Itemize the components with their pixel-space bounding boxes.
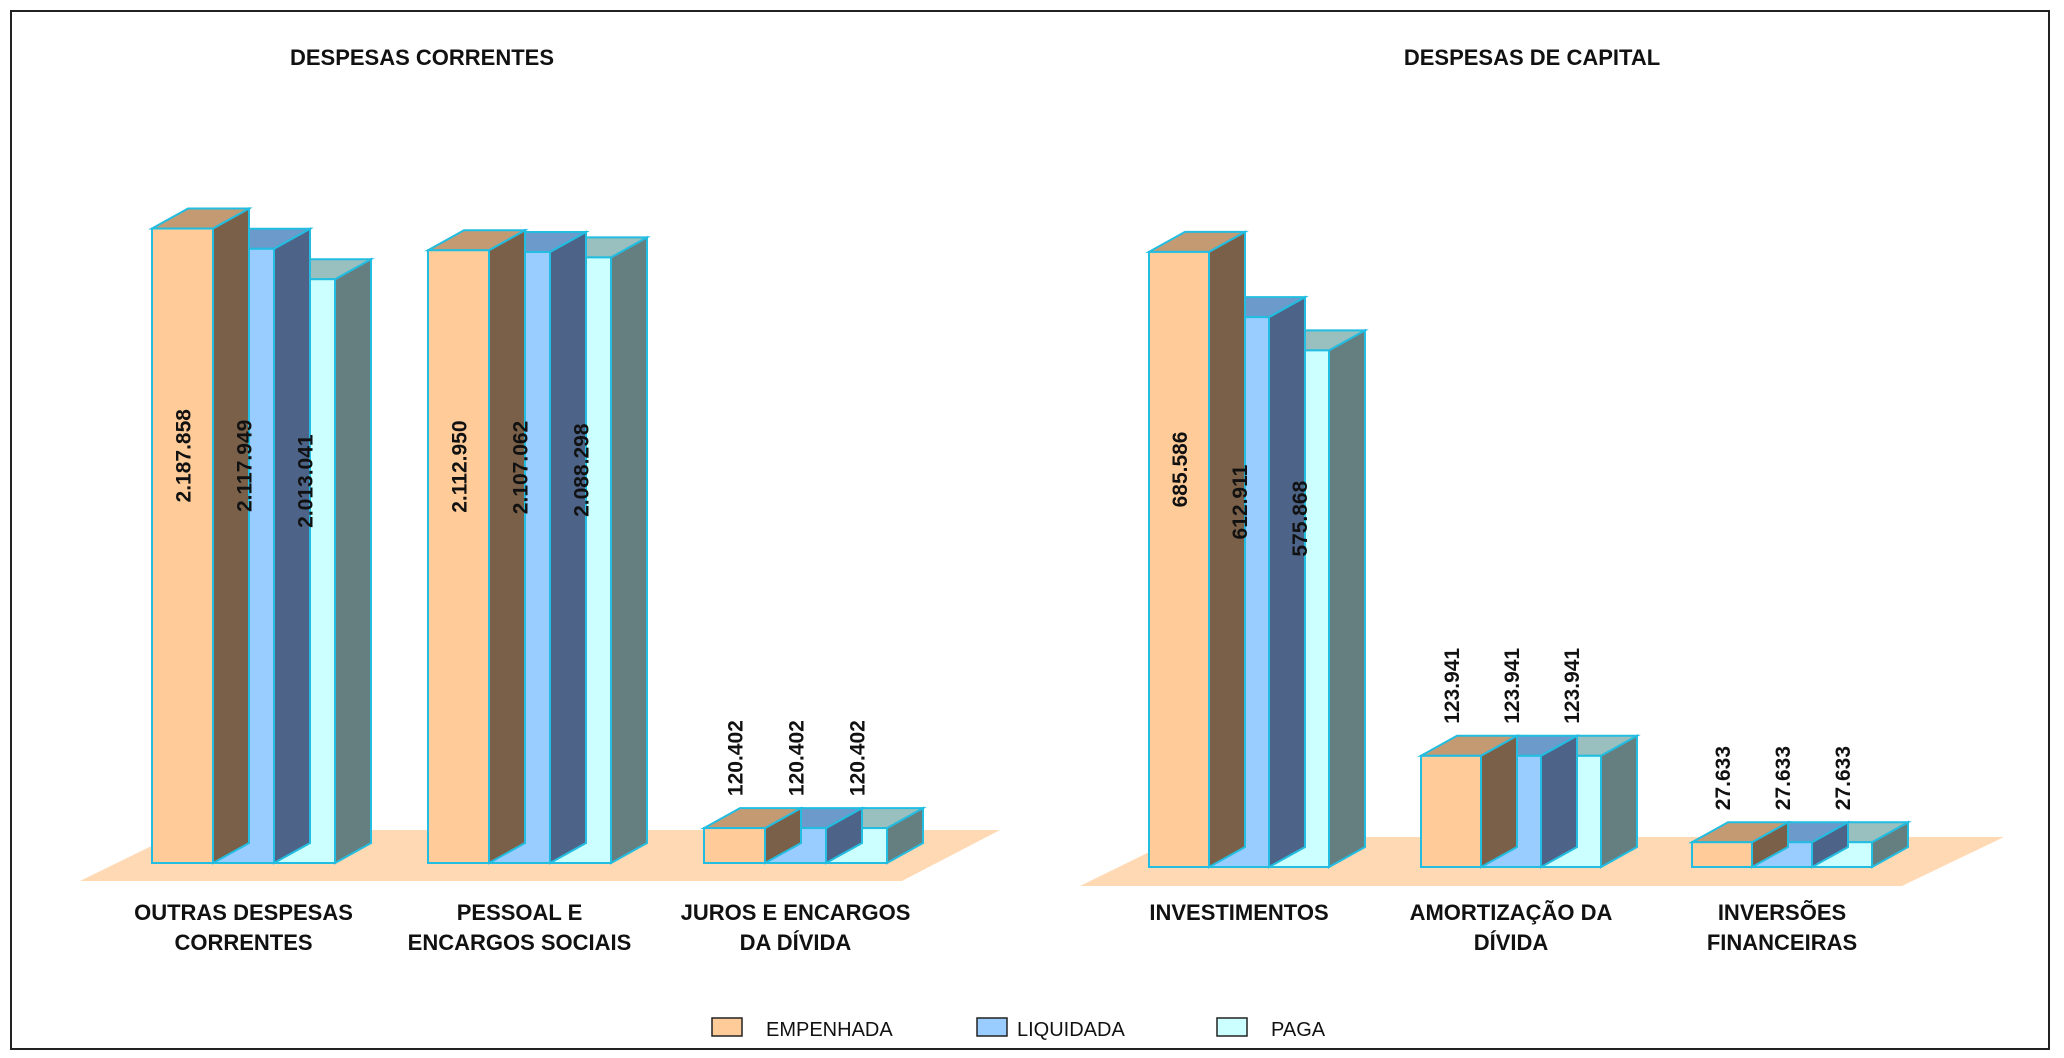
value-label-despesas-de-capital-investimentos-empenhada: 685.586 <box>1169 432 1192 508</box>
value-label-despesas-de-capital-inversoes-financeiras-empenhada: 27.633 <box>1712 746 1735 810</box>
bar-despesas-de-capital-inversoes-financeiras-empenhada <box>1688 820 1792 869</box>
bar-despesas-correntes-outras-despesas-correntes-liquidada-side <box>273 227 311 865</box>
value-label-despesas-correntes-outras-despesas-correntes-liquidada: 2.117.949 <box>234 420 257 512</box>
legend-swatch-liquidada <box>976 1017 1008 1037</box>
legend-item-liquidada: LIQUIDADA <box>976 1017 1125 1041</box>
category-label-juros-e-encargos-da-divida: JUROS E ENCARGOS DA DÍVIDA <box>681 900 911 955</box>
bar-despesas-correntes-pessoal-e-encargos-sociais-empenhada-side <box>488 228 526 865</box>
value-label-despesas-de-capital-inversoes-financeiras-paga: 27.633 <box>1832 746 1855 810</box>
category-label-pessoal-e-encargos-sociais: PESSOAL E ENCARGOS SOCIAIS <box>408 900 632 955</box>
chart-svg: DESPESAS CORRENTES 2.187.858 2.117.949 2.01… <box>80 45 2004 1041</box>
value-label-despesas-de-capital-amortizacao-da-divida-empenhada: 123.941 <box>1441 648 1464 724</box>
value-label-despesas-de-capital-amortizacao-da-divida-liquidada: 123.941 <box>1501 648 1524 724</box>
bar-despesas-correntes-juros-e-encargos-da-divida-empenhada-front <box>703 827 766 865</box>
value-label-despesas-de-capital-investimentos-liquidada: 612.911 <box>1229 464 1252 539</box>
bar-despesas-correntes-juros-e-encargos-da-divida-empenhada <box>700 806 805 865</box>
bar-despesas-de-capital-investimentos-liquidada-side <box>1268 295 1306 869</box>
value-label-despesas-de-capital-investimentos-paga: 575.868 <box>1289 480 1312 556</box>
legend-swatch-empenhada <box>711 1017 743 1037</box>
bar-despesas-correntes-pessoal-e-encargos-sociais-empenhada-front <box>427 249 490 864</box>
bar-despesas-correntes-outras-despesas-correntes-empenhada-side <box>212 206 250 865</box>
value-label-despesas-de-capital-inversoes-financeiras-liquidada: 27.633 <box>1772 746 1795 810</box>
bar-despesas-de-capital-amortizacao-da-divida-paga-side <box>1600 734 1638 869</box>
bar-despesas-de-capital-inversoes-financeiras-empenhada-front <box>1691 841 1753 868</box>
chart-title-despesas-correntes: DESPESAS CORRENTES <box>290 45 554 70</box>
value-label-despesas-correntes-pessoal-e-encargos-sociais-liquidada: 2.107.062 <box>510 421 533 514</box>
bar-despesas-de-capital-amortizacao-da-divida-empenhada <box>1417 734 1521 869</box>
value-label-despesas-correntes-pessoal-e-encargos-sociais-paga: 2.088.298 <box>571 423 594 517</box>
value-label-despesas-correntes-juros-e-encargos-da-divida-liquidada: 120.402 <box>786 720 809 796</box>
chart-frame: DESPESAS CORRENTES 2.187.858 2.117.949 2.01… <box>10 10 2050 1050</box>
legend-label-paga: PAGA <box>1271 1019 1326 1041</box>
text-layer: DESPESAS CORRENTES 2.187.858 2.117.949 2.01… <box>134 45 1857 955</box>
bar-despesas-de-capital-investimentos-empenhada-front <box>1148 250 1210 869</box>
bar-despesas-correntes-pessoal-e-encargos-sociais-liquidada-side <box>549 230 587 865</box>
bar-despesas-de-capital-amortizacao-da-divida-liquidada-side <box>1540 734 1578 869</box>
bar-despesas-correntes-outras-despesas-correntes-empenhada <box>148 206 253 865</box>
legend-layer: EMPENHADA LIQUIDADA PAGA <box>711 1017 1326 1041</box>
category-label-outras-despesas-correntes: OUTRAS DESPESAS CORRENTES <box>134 900 353 955</box>
bar-despesas-correntes-outras-despesas-correntes-empenhada-front <box>151 227 214 864</box>
bar-despesas-correntes-pessoal-e-encargos-sociais-paga-side <box>610 235 648 865</box>
bar-despesas-correntes-outras-despesas-correntes-paga-side <box>334 257 372 865</box>
value-label-despesas-correntes-pessoal-e-encargos-sociais-empenhada: 2.112.950 <box>449 420 472 512</box>
legend-item-empenhada: EMPENHADA <box>711 1017 893 1041</box>
bars-layer <box>148 206 1912 869</box>
bar-despesas-de-capital-amortizacao-da-divida-empenhada-side <box>1480 734 1518 869</box>
category-label-inversoes-financeiras: INVERSÕES FINANCEIRAS <box>1707 900 1857 955</box>
bar-despesas-de-capital-investimentos-empenhada-side <box>1208 230 1246 869</box>
value-label-despesas-de-capital-amortizacao-da-divida-paga: 123.941 <box>1561 648 1584 724</box>
chart-title-despesas-de-capital: DESPESAS DE CAPITAL <box>1404 45 1660 70</box>
legend-swatch-paga <box>1216 1017 1248 1037</box>
category-label-investimentos: INVESTIMENTOS <box>1149 900 1328 925</box>
value-label-despesas-correntes-juros-e-encargos-da-divida-paga: 120.402 <box>847 720 870 796</box>
bar-despesas-de-capital-investimentos-empenhada <box>1145 230 1249 869</box>
value-label-despesas-correntes-outras-despesas-correntes-paga: 2.013.041 <box>295 434 318 528</box>
bar-despesas-de-capital-investimentos-paga-side <box>1328 328 1366 869</box>
category-label-amortizacao-da-divida: AMORTIZAÇÃO DA DÍVIDA <box>1410 900 1613 955</box>
legend-label-liquidada: LIQUIDADA <box>1017 1019 1125 1041</box>
value-label-despesas-correntes-juros-e-encargos-da-divida-empenhada: 120.402 <box>725 720 748 796</box>
legend-label-empenhada: EMPENHADA <box>766 1019 893 1041</box>
bar-despesas-de-capital-amortizacao-da-divida-empenhada-front <box>1420 754 1482 868</box>
bar-despesas-correntes-pessoal-e-encargos-sociais-empenhada <box>424 228 529 865</box>
legend-item-paga: PAGA <box>1216 1017 1326 1041</box>
value-label-despesas-correntes-outras-despesas-correntes-empenhada: 2.187.858 <box>173 409 196 503</box>
